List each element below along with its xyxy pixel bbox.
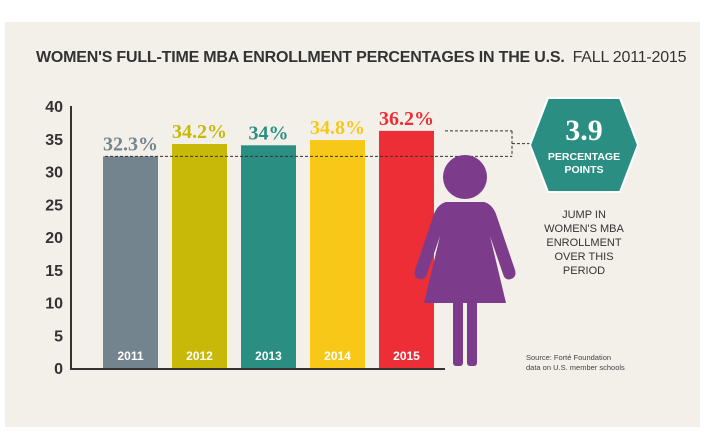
category-label-2013: 2013: [255, 349, 282, 363]
caption-line: PERIOD: [563, 265, 605, 277]
y-axis: 0 5 10 15 20 25 30 35 40: [45, 99, 445, 378]
category-label-2012: 2012: [186, 349, 213, 363]
y-tick-label: 10: [45, 296, 63, 313]
caption-line: OVER THIS: [554, 251, 613, 263]
caption-line: ENROLLMENT: [546, 237, 621, 249]
data-label-2013: 34%: [249, 122, 289, 144]
y-tick-label: 0: [54, 361, 63, 378]
chart-title: WOMEN'S FULL-TIME MBA ENROLLMENT PERCENT…: [36, 49, 687, 67]
bar-2013: [241, 145, 296, 368]
caption-line: JUMP IN: [562, 209, 606, 221]
bars-group: [103, 130, 434, 368]
y-tick-label: 20: [45, 230, 63, 247]
category-label-2015: 2015: [393, 349, 420, 363]
data-label-2011: 32.3%: [103, 133, 158, 155]
y-tick-label: 40: [45, 99, 63, 116]
badge: 3.9 PERCENTAGE POINTS: [528, 97, 640, 193]
bar-2012: [172, 143, 227, 368]
chart-title-main: WOMEN'S FULL-TIME MBA ENROLLMENT PERCENT…: [36, 49, 565, 66]
y-tick-label: 30: [45, 165, 63, 182]
y-tick-label: 5: [54, 328, 63, 345]
source-line: Source: Forté Foundation: [526, 353, 611, 362]
category-label-2014: 2014: [324, 349, 351, 363]
y-tick-labels: 0 5 10 15 20 25 30 35 40: [45, 99, 63, 378]
badge-hexagon: [528, 97, 640, 193]
source-line: data on U.S. member schools: [526, 363, 625, 372]
badge-line1: PERCENTAGE: [548, 151, 620, 163]
caption-line: WOMEN'S MBA: [544, 223, 624, 235]
bar-2014: [310, 140, 365, 368]
y-tick-label: 25: [45, 197, 63, 214]
badge-value: 3.9: [565, 114, 603, 147]
data-label-2012: 34.2%: [172, 121, 227, 143]
category-label-2011: 2011: [117, 349, 143, 363]
y-tick-label: 35: [45, 132, 63, 149]
source-note: Source: Forté Foundation data on U.S. me…: [526, 353, 625, 372]
y-tick-label: 15: [45, 263, 63, 280]
woman-figure-icon: [414, 155, 516, 366]
category-labels-group: 2011 2012 2013 2014 2015: [117, 349, 420, 363]
data-label-2015: 36.2%: [379, 108, 434, 130]
caption: JUMP IN WOMEN'S MBA ENROLLMENT OVER THIS…: [544, 209, 624, 277]
data-labels-group: 32.3% 34.2% 34% 34.8% 36.2%: [103, 108, 434, 156]
bar-2011: [103, 156, 158, 368]
chart-subtitle: FALL 2011-2015: [572, 49, 687, 66]
badge-line2: POINTS: [564, 164, 603, 176]
data-label-2014: 34.8%: [310, 117, 365, 139]
